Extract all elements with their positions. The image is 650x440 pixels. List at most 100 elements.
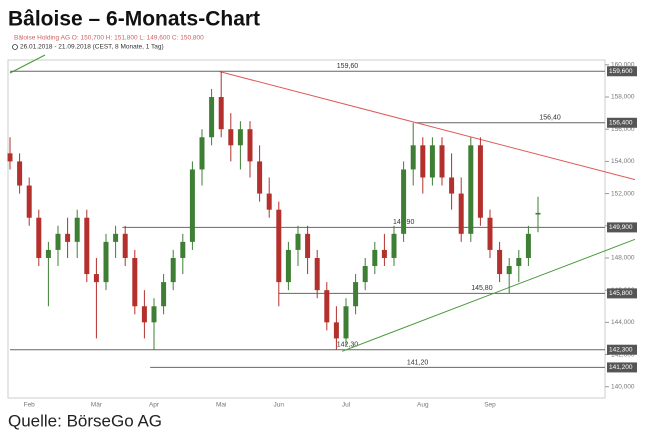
y-tick-label: 158,000 (611, 94, 635, 101)
candle-body (113, 233, 119, 242)
candle-body (449, 177, 455, 194)
candle-body (151, 306, 157, 323)
candle-body (439, 145, 445, 178)
candle-body (199, 137, 205, 170)
candle-body (353, 282, 359, 307)
y-tick-label: 160,000 (611, 62, 635, 69)
candle-body (276, 209, 282, 283)
x-tick-label: Aug (417, 402, 429, 409)
y-tick-label: 144,000 (611, 319, 635, 326)
candle-body (74, 217, 80, 242)
level-tag-bg (607, 66, 637, 77)
candle-body (285, 249, 291, 283)
candle-body (295, 233, 301, 250)
candle-body (458, 193, 464, 234)
candle-body (65, 233, 71, 242)
level-label: 156,40 (539, 115, 561, 122)
candle-body (381, 249, 387, 258)
plot-area (7, 59, 606, 399)
candle-body (218, 97, 224, 130)
y-tick-label: 142,000 (611, 351, 635, 358)
candle-body (26, 185, 32, 218)
candle-body (305, 233, 311, 258)
candle-body (103, 241, 109, 283)
candle-body (7, 153, 13, 162)
y-tick-label: 140,000 (611, 383, 635, 390)
candle-body (257, 161, 263, 194)
y-tick-label: 152,000 (611, 190, 635, 197)
candle-body (516, 257, 522, 267)
candle-body (36, 217, 42, 258)
y-tick-label: 148,000 (611, 255, 635, 262)
level-tag: 159,600 (609, 68, 633, 75)
x-tick-label: Jul (342, 402, 351, 409)
x-tick-label: Sep (484, 402, 496, 409)
candle-body (410, 145, 416, 170)
level-tag: 149,900 (609, 224, 633, 231)
candle-body (132, 257, 138, 307)
candle-body (391, 233, 397, 258)
candle-body (362, 266, 368, 283)
candle-body (122, 233, 128, 258)
level-label: 145,80 (471, 285, 493, 292)
y-tick-label: 154,000 (611, 158, 635, 165)
candle-body (180, 241, 186, 258)
trend-line (218, 70, 636, 181)
candle-body (477, 145, 483, 218)
clock-icon (12, 44, 18, 50)
level-tag-bg (607, 288, 637, 299)
candle-body (535, 212, 541, 215)
candle-body (506, 266, 512, 275)
candle-body (161, 282, 167, 307)
level-label: 141,20 (407, 359, 429, 366)
legend-text: Bâloise Holding AG O: 150,700 H: 151,800… (14, 35, 204, 42)
candle-body (247, 129, 253, 162)
candle-body (314, 257, 320, 291)
trend-line (341, 238, 636, 352)
candle-body (237, 129, 243, 146)
candle-body (525, 233, 531, 258)
candle-body (55, 233, 61, 250)
candle-body (401, 169, 407, 234)
candle-body (228, 129, 234, 146)
candle-body (84, 217, 90, 275)
level-tag-bg (607, 344, 637, 355)
level-tag-bg (607, 362, 637, 373)
x-tick-label: Jun (274, 402, 285, 409)
level-tag: 142,300 (609, 346, 633, 353)
level-tag-bg (607, 222, 637, 233)
chart-title: Bâloise – 6-Monats-Chart (8, 8, 260, 31)
candle-body (487, 217, 493, 250)
level-label: 159,60 (337, 63, 359, 70)
candle-body (429, 145, 435, 178)
candle-body (170, 257, 176, 283)
candle-body (209, 97, 215, 138)
period-text: 26.01.2018 - 21.09.2018 (CEST, 8 Monate,… (20, 44, 164, 51)
level-tag: 145,800 (609, 290, 633, 297)
level-tag: 156,400 (609, 119, 633, 126)
level-label: 142,30 (337, 342, 359, 349)
candle-body (333, 322, 339, 339)
candle-body (324, 290, 330, 323)
candle-body (17, 161, 23, 186)
level-tag-bg (607, 117, 637, 128)
candle-body (497, 249, 503, 275)
candle-body (266, 193, 272, 210)
x-tick-label: Mai (216, 402, 226, 409)
level-tag: 141,200 (609, 364, 633, 371)
candle-body (372, 249, 378, 267)
source: Quelle: BörseGo AG (8, 411, 162, 430)
x-tick-label: Apr (149, 402, 160, 409)
x-tick-label: Mär (91, 402, 103, 409)
candle-body (343, 306, 349, 339)
y-tick-label: 156,000 (611, 126, 635, 133)
candle-body (45, 249, 51, 258)
x-tick-label: Feb (24, 402, 36, 409)
candle-body (189, 169, 195, 242)
candle-body (468, 145, 474, 234)
candle-body (420, 145, 426, 178)
candle-body (141, 306, 147, 323)
candle-body (93, 274, 99, 283)
trend-stub (9, 54, 46, 74)
